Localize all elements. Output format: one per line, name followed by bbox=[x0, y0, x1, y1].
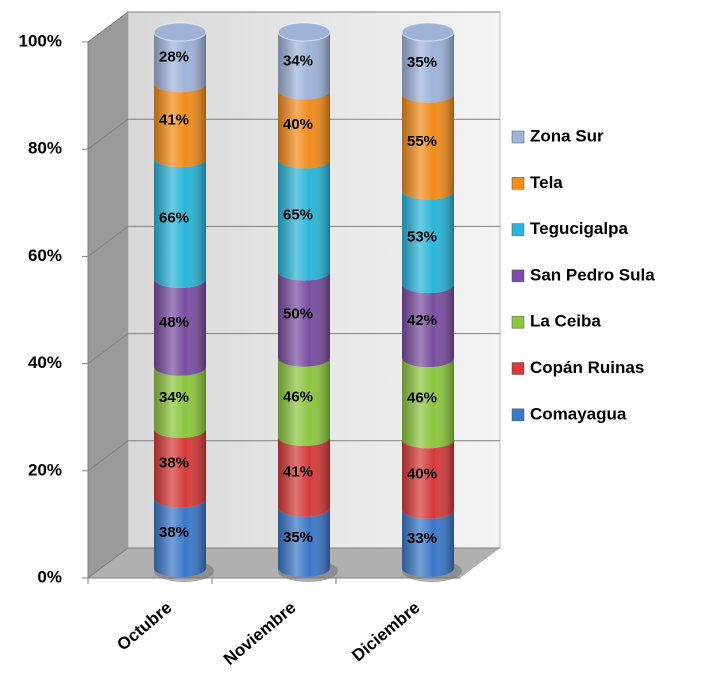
value-label: 34% bbox=[159, 389, 189, 406]
value-label: 65% bbox=[283, 207, 313, 224]
value-label: 35% bbox=[283, 529, 313, 546]
segment-shade bbox=[402, 284, 454, 368]
value-label: 46% bbox=[283, 388, 313, 405]
segment-shade bbox=[402, 509, 454, 577]
value-label: 46% bbox=[407, 390, 437, 407]
y-tick-label: 100% bbox=[19, 31, 62, 50]
value-label: 38% bbox=[159, 524, 189, 541]
grid-line bbox=[87, 225, 500, 257]
cylinder-top bbox=[153, 22, 207, 42]
y-tick-label: 60% bbox=[28, 246, 62, 265]
segment-shade bbox=[402, 439, 454, 519]
legend-swatch bbox=[511, 408, 525, 422]
value-label: 66% bbox=[159, 210, 189, 227]
value-label: 38% bbox=[159, 455, 189, 472]
value-label: 48% bbox=[159, 314, 189, 331]
x-tick-label: Octubre bbox=[113, 598, 175, 654]
x-tick-label: Noviembre bbox=[220, 598, 300, 669]
legend-label: Zona Sur bbox=[530, 126, 604, 145]
segment-shade bbox=[402, 358, 454, 449]
segment-shade bbox=[278, 90, 330, 169]
segment-shade bbox=[154, 278, 206, 376]
value-label: 33% bbox=[407, 530, 437, 547]
value-label: 41% bbox=[283, 463, 313, 480]
segment-shade bbox=[402, 93, 454, 200]
cylinder-top bbox=[401, 22, 455, 42]
legend-swatch bbox=[511, 362, 525, 375]
legend-label: San Pedro Sula bbox=[530, 265, 655, 284]
value-label: 35% bbox=[407, 54, 437, 71]
y-tick-label: 40% bbox=[28, 353, 62, 372]
legend-label: Comayagua bbox=[530, 404, 627, 423]
value-label: 53% bbox=[407, 228, 437, 245]
legend-swatch bbox=[511, 269, 525, 283]
segment-shade bbox=[278, 507, 330, 577]
value-label: 40% bbox=[407, 466, 437, 483]
legend-swatch bbox=[511, 223, 525, 236]
value-label: 55% bbox=[407, 133, 437, 150]
value-label: 34% bbox=[283, 52, 313, 69]
value-label: 40% bbox=[283, 116, 313, 133]
grid-line bbox=[87, 118, 500, 150]
segment-shade bbox=[154, 366, 206, 438]
legend-swatch bbox=[511, 130, 525, 144]
segment-shade bbox=[154, 428, 206, 508]
segment-shade bbox=[278, 357, 330, 447]
y-tick-label: 20% bbox=[28, 460, 62, 479]
segment-shade bbox=[278, 159, 330, 281]
segment-shade bbox=[278, 32, 330, 100]
value-label: 28% bbox=[159, 49, 189, 66]
y-tick-label: 0% bbox=[37, 567, 62, 586]
value-label: 50% bbox=[283, 306, 313, 323]
segment-shade bbox=[154, 83, 206, 168]
value-label: 42% bbox=[407, 312, 437, 329]
segment-shade bbox=[402, 32, 454, 103]
side-wall bbox=[88, 12, 128, 578]
segment-shade bbox=[154, 158, 206, 288]
legend-swatch bbox=[511, 315, 525, 329]
value-label: 41% bbox=[159, 112, 189, 129]
segment-shade bbox=[278, 271, 330, 367]
segment-shade bbox=[154, 32, 206, 93]
x-tick-label: Diciembre bbox=[348, 598, 423, 665]
segment-shade bbox=[402, 190, 454, 294]
y-tick-label: 80% bbox=[28, 139, 62, 158]
segment-shade bbox=[154, 498, 206, 577]
legend-label: La Ceiba bbox=[530, 312, 601, 331]
legend-label: Tela bbox=[530, 173, 563, 192]
grid-line bbox=[87, 440, 500, 472]
legend-label: Copán Ruinas bbox=[530, 358, 644, 377]
grid-line bbox=[87, 11, 500, 43]
grid-line bbox=[87, 547, 500, 579]
segment-shade bbox=[278, 437, 330, 517]
legend-swatch bbox=[511, 177, 525, 190]
legend-label: Tegucigalpa bbox=[530, 219, 628, 238]
cylinder-top bbox=[277, 22, 331, 42]
grid-line bbox=[87, 333, 500, 365]
